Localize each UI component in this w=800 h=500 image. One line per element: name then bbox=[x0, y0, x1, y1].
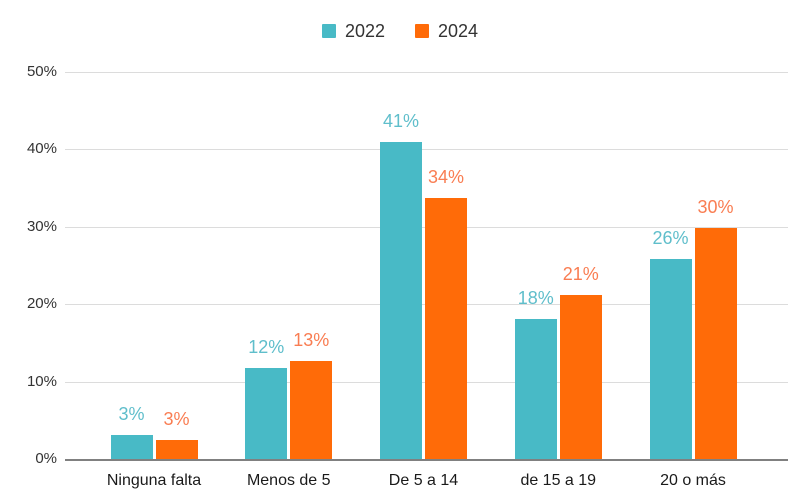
bar-value-label: 21% bbox=[562, 263, 599, 284]
legend: 2022 2024 bbox=[0, 22, 800, 40]
legend-swatch-icon bbox=[415, 24, 429, 38]
bar-2022 bbox=[649, 258, 692, 459]
legend-swatch-icon bbox=[321, 24, 336, 38]
x-axis-category-label: Menos de 5 bbox=[246, 472, 331, 489]
legend-label: 2024 bbox=[438, 21, 479, 41]
x-axis-category-label: Ninguna falta bbox=[106, 472, 202, 489]
x-axis-category-label: De 5 a 14 bbox=[388, 472, 459, 489]
bar-value-label: 34% bbox=[427, 167, 465, 188]
y-axis-tick-label: 40% bbox=[26, 140, 57, 158]
bar-2022 bbox=[380, 142, 422, 459]
x-axis-category-label: de 15 a 19 bbox=[520, 472, 597, 489]
bar-value-label: 41% bbox=[382, 111, 420, 132]
bar-value-label: 30% bbox=[697, 196, 734, 217]
bar-value-label: 3% bbox=[118, 404, 145, 424]
y-axis-tick-label: 20% bbox=[26, 295, 57, 313]
legend-item-2022: 2022 bbox=[321, 21, 385, 41]
x-axis-category-label: 20 o más bbox=[660, 472, 726, 489]
bar-2022 bbox=[110, 435, 153, 459]
bar-2024 bbox=[559, 294, 602, 459]
gridline bbox=[65, 72, 788, 73]
legend-label: 2022 bbox=[344, 21, 385, 41]
bar-value-label: 18% bbox=[517, 287, 554, 308]
y-axis-tick-label: 50% bbox=[26, 63, 57, 80]
gridline bbox=[65, 149, 788, 151]
legend-item-2024: 2024 bbox=[415, 22, 478, 40]
bar-2022 bbox=[245, 367, 288, 459]
x-axis-baseline bbox=[65, 459, 788, 461]
y-axis-tick-label: 0% bbox=[35, 450, 57, 467]
bar-value-label: 12% bbox=[248, 336, 285, 357]
bar-2024 bbox=[290, 361, 333, 459]
y-axis-tick-label: 30% bbox=[26, 217, 57, 235]
bar-2022 bbox=[514, 318, 557, 459]
bar-value-label: 13% bbox=[293, 330, 330, 351]
bar-value-label: 3% bbox=[163, 408, 190, 429]
y-axis-tick-label: 10% bbox=[26, 372, 57, 390]
bar-2024 bbox=[155, 439, 198, 459]
bar-2024 bbox=[425, 198, 467, 459]
bar-2024 bbox=[694, 227, 737, 459]
bar-value-label: 26% bbox=[652, 227, 689, 248]
